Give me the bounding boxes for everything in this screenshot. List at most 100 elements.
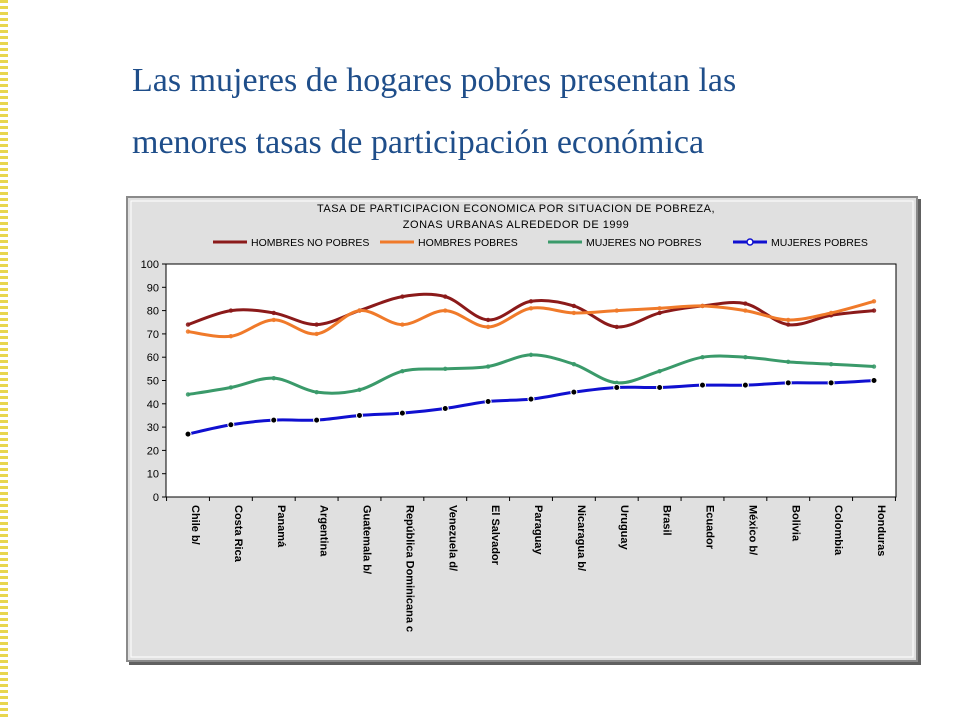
data-point [400,294,405,299]
data-point [527,395,535,403]
x-tick-label: México b/ [746,505,758,555]
data-point [485,364,491,369]
data-point [741,381,749,389]
data-point [398,409,406,417]
data-point [271,310,276,316]
data-point [314,322,319,327]
data-point [228,385,234,390]
data-point [270,416,278,424]
data-point [441,404,449,412]
x-tick-label: Brasil [661,505,673,536]
data-point [657,310,662,316]
x-tick-label: Argentina [318,505,330,557]
data-point [227,421,235,429]
data-point [743,308,748,313]
chart-frame: TASA DE PARTICIPACION ECONOMICA POR SITU… [126,196,918,662]
data-point [657,306,662,311]
data-point [828,310,834,316]
data-point [743,301,748,306]
data-point [571,361,577,367]
data-point [185,392,191,397]
chart-legend: HOMBRES NO POBRES HOMBRES POBRES MUJERES N… [213,237,868,249]
chart-subtitle: ZONAS URBANAS ALREDEDOR DE 1999 [403,219,629,231]
data-point [185,322,191,327]
data-point [743,355,748,360]
y-tick-label: 40 [147,399,159,411]
data-point [571,303,577,309]
data-point [827,379,835,387]
x-tick-label: Nicaragua b/ [575,505,587,571]
y-tick-label: 80 [147,306,159,318]
data-point [228,308,234,313]
data-point [786,317,791,323]
data-point [614,380,619,386]
data-point [485,324,491,330]
x-tick-label: Guatemala b/ [361,505,373,574]
data-point [400,368,405,374]
data-point [528,299,534,304]
data-point [357,387,362,393]
data-point [570,388,578,396]
data-point [184,430,192,438]
x-tick-label: Uruguay [618,505,630,551]
y-tick-label: 70 [147,329,159,341]
y-tick-label: 30 [147,422,159,434]
line-chart: TASA DE PARTICIPACION ECONOMICA POR SITU… [130,200,914,658]
chart-title: TASA DE PARTICIPACION ECONOMICA POR SITU… [317,203,715,215]
x-tick-label: Costa Rica [232,505,244,563]
data-point [700,303,705,309]
data-point [786,359,791,365]
data-point [656,383,664,391]
x-axis: Chile b/Costa Rica Panamá Argentina Guatema… [166,497,896,632]
legend-label: MUJERES POBRES [771,237,868,249]
data-point [528,352,534,358]
data-point [871,364,877,369]
legend-label: MUJERES NO POBRES [586,237,702,249]
decorative-border [0,0,8,720]
data-point [828,361,834,367]
y-tick-label: 20 [147,445,159,457]
legend-label: HOMBRES NO POBRES [251,237,369,249]
data-point [871,308,877,313]
data-point [443,366,448,372]
slide-title-line-1: Las mujeres de hogares pobres presentan … [132,62,737,99]
x-tick-label: Paraguay [532,505,544,555]
data-point [699,381,706,389]
data-point [784,379,792,387]
data-point [185,329,191,334]
data-point [614,324,619,330]
x-tick-label: Colombia [832,505,844,556]
data-point [228,334,234,339]
y-tick-label: 10 [147,469,159,481]
y-axis: 0 10 20 30 40 50 60 70 80 90 100 [141,259,166,504]
legend-marker [746,238,754,246]
slide-title: Las mujeres de hogares pobres presentan … [132,50,912,174]
data-point [271,317,276,323]
data-point [313,416,321,424]
data-point [314,389,319,395]
y-tick-label: 90 [147,282,159,294]
data-point [485,317,491,323]
data-point [443,294,448,299]
data-point [528,306,534,311]
data-point [871,299,877,304]
data-point [356,411,363,419]
x-tick-label: Panamá [275,505,287,548]
data-point [700,355,705,360]
x-tick-label: Bolivia [789,505,801,542]
x-tick-label: El Salvador [489,505,501,566]
x-tick-label: Chile b/ [189,505,201,545]
data-point [443,308,448,313]
data-point [484,397,492,405]
data-point [786,322,791,327]
x-tick-label: Ecuador [704,505,716,550]
x-tick-label: Honduras [875,505,887,556]
data-point [571,310,577,316]
data-point [314,331,319,337]
data-point [614,308,619,313]
y-tick-label: 60 [147,352,159,364]
series-group [184,292,878,438]
data-point [271,375,276,381]
y-tick-label: 0 [153,492,159,504]
y-tick-label: 100 [141,259,159,271]
